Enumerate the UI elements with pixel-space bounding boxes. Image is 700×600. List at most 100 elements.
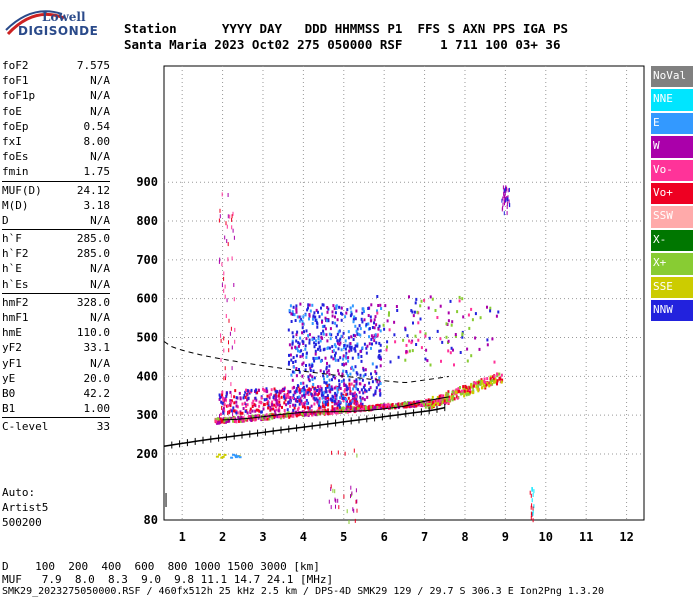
echo-dot bbox=[370, 376, 373, 380]
echo-dot bbox=[340, 311, 342, 315]
echo-dot bbox=[362, 366, 365, 370]
x-tick-label: 3 bbox=[259, 530, 266, 544]
echo-dot bbox=[314, 352, 317, 356]
echo-dot bbox=[345, 407, 348, 411]
echo-dot bbox=[270, 388, 273, 392]
echo-dot bbox=[263, 403, 266, 406]
echo-dot bbox=[489, 375, 492, 379]
plot-frame bbox=[163, 65, 645, 521]
param-name: foF1p bbox=[2, 89, 36, 103]
echo-dot bbox=[278, 389, 281, 393]
param-value: 42.2 bbox=[83, 386, 111, 400]
echo-dot bbox=[364, 368, 367, 372]
param-name: hmF1 bbox=[2, 311, 29, 324]
echo-dot bbox=[348, 349, 351, 353]
echo-dot bbox=[496, 382, 498, 386]
echo-dot bbox=[318, 403, 320, 407]
echo-dot bbox=[447, 339, 450, 343]
echo-dot bbox=[315, 308, 318, 312]
echo-dot bbox=[334, 311, 337, 315]
echo-dot bbox=[224, 294, 226, 299]
echo-dot bbox=[331, 314, 334, 318]
echo-dot bbox=[296, 384, 299, 388]
echo-dot bbox=[319, 339, 322, 343]
echo-dot bbox=[506, 201, 508, 206]
echo-dot bbox=[375, 365, 378, 369]
echo-dot bbox=[228, 340, 229, 345]
echo-dot bbox=[381, 404, 384, 407]
echo-dot bbox=[235, 404, 238, 408]
echo-dot bbox=[500, 373, 503, 377]
echo-dot bbox=[452, 348, 454, 352]
echo-dot bbox=[289, 398, 292, 401]
echo-dot bbox=[338, 329, 341, 333]
echo-dot bbox=[359, 349, 362, 353]
echo-dot bbox=[326, 361, 328, 365]
legend-item: X- bbox=[651, 229, 693, 254]
echo-dot bbox=[266, 394, 269, 398]
echo-dot bbox=[325, 365, 328, 369]
echo-dot bbox=[322, 404, 324, 408]
echo-dot bbox=[298, 342, 301, 346]
echo-dot bbox=[262, 414, 265, 418]
echo-dot bbox=[251, 409, 254, 413]
param-row: MUF(D) 24.12 bbox=[2, 183, 110, 198]
echo-dot bbox=[339, 396, 342, 400]
echo-dot bbox=[337, 450, 339, 455]
echo-dot bbox=[351, 397, 354, 401]
echo-dot bbox=[335, 324, 338, 328]
echo-dot bbox=[221, 405, 223, 410]
echo-dot bbox=[298, 319, 301, 323]
echo-dot bbox=[317, 335, 320, 339]
echo-dot bbox=[232, 453, 235, 456]
echo-dot bbox=[449, 351, 452, 355]
echo-dot bbox=[327, 403, 329, 407]
echo-dot bbox=[326, 394, 329, 398]
echo-dot bbox=[245, 404, 248, 408]
echo-dot bbox=[374, 333, 377, 337]
echo-dot bbox=[296, 330, 299, 334]
echo-dot bbox=[371, 326, 374, 329]
echo-dot bbox=[328, 499, 330, 504]
echo-dot bbox=[219, 417, 222, 421]
echo-dot bbox=[350, 346, 353, 350]
echo-dot bbox=[226, 417, 229, 421]
echo-dot bbox=[271, 413, 274, 417]
echo-dot bbox=[490, 381, 492, 385]
echo-dot bbox=[291, 414, 294, 418]
echo-dot bbox=[349, 372, 352, 376]
param-value: 33 bbox=[96, 420, 110, 434]
echo-dot bbox=[265, 397, 268, 401]
echo-dot bbox=[327, 398, 330, 402]
echo-dot bbox=[373, 318, 376, 322]
echo-dot bbox=[343, 383, 346, 387]
echo-dot bbox=[308, 406, 311, 410]
echo-dot bbox=[446, 395, 449, 399]
echo-dot bbox=[296, 399, 299, 403]
echo-dot bbox=[393, 333, 396, 337]
echo-dot bbox=[368, 327, 371, 331]
echo-dot bbox=[254, 389, 257, 393]
echo-dot bbox=[230, 399, 233, 403]
echo-dot bbox=[328, 383, 331, 387]
echo-dot bbox=[352, 338, 355, 341]
echo-dot bbox=[343, 382, 346, 386]
echo-dot bbox=[375, 404, 378, 408]
param-name: fmin bbox=[2, 165, 29, 179]
y-tick-label: 900 bbox=[136, 175, 158, 189]
x-tick-label: 5 bbox=[340, 530, 347, 544]
echo-dot bbox=[307, 388, 309, 392]
echo-dot bbox=[215, 419, 218, 423]
echo-dot bbox=[343, 363, 345, 367]
echo-dot bbox=[334, 315, 336, 319]
echo-dot bbox=[331, 310, 334, 314]
echo-dot bbox=[292, 335, 295, 339]
echo-dot bbox=[429, 295, 432, 299]
echo-dot bbox=[338, 505, 340, 510]
echo-dot bbox=[313, 311, 316, 315]
echo-dot bbox=[337, 498, 339, 503]
echo-dot bbox=[311, 413, 313, 417]
x-tick-label: 7 bbox=[421, 530, 428, 544]
echo-dot bbox=[317, 337, 320, 341]
echo-dot bbox=[479, 382, 482, 386]
